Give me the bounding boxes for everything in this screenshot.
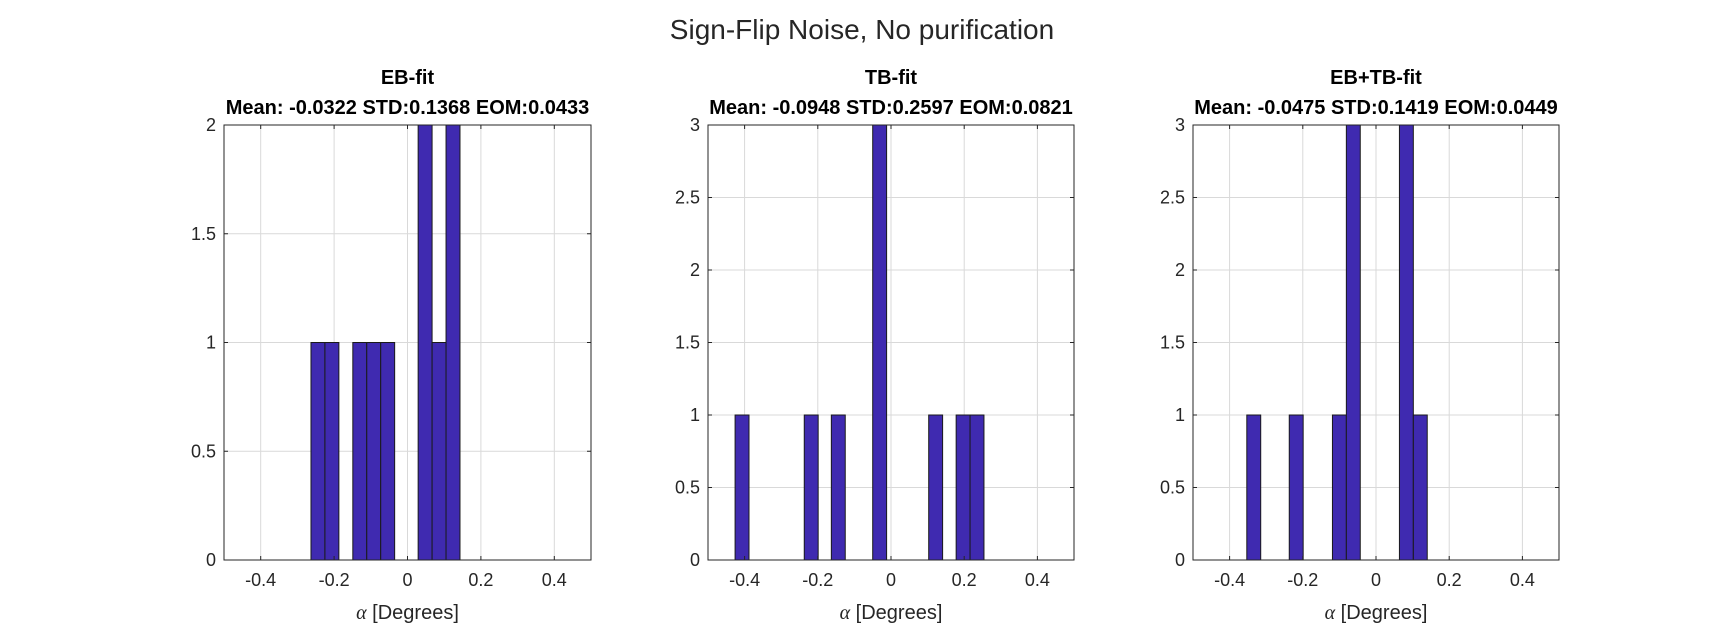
y-tick-label: 1.5 — [1160, 333, 1185, 353]
x-axis-label: α [Degrees] — [840, 602, 943, 624]
x-tick-label: 0.2 — [468, 570, 493, 590]
histogram-bar-eb-tb-fit-0 — [1246, 414, 1262, 561]
x-tick-label: 0.4 — [1510, 570, 1535, 590]
histogram-bar-eb-tb-fit-3 — [1345, 124, 1361, 561]
y-tick-label: 0.5 — [191, 441, 216, 461]
y-tick-label: 1.5 — [191, 224, 216, 244]
histogram-bar-eb-fit-0 — [310, 342, 326, 561]
x-tick-label: 0 — [402, 570, 412, 590]
x-tick-label: 0.2 — [1437, 570, 1462, 590]
y-tick-label: 2 — [1175, 260, 1185, 280]
histogram-bar-eb-fit-4 — [380, 342, 396, 561]
subplot-tb-fit: -0.4 -0.2 0 0.2 0.4 0 0.5 1 1.5 2 2.5 3 TB-fit Mean: … — [675, 67, 1075, 624]
histogram-bar-eb-fit-5 — [417, 124, 433, 561]
y-tick-label: 1 — [206, 333, 216, 353]
x-axis-label: α [Degrees] — [1325, 602, 1428, 624]
histogram-bar-eb-tb-fit-2 — [1331, 414, 1347, 561]
x-tick-label: 0 — [1371, 570, 1381, 590]
y-tick-label: 0.5 — [1160, 478, 1185, 498]
y-tick-label: 3 — [690, 115, 700, 135]
y-tick-label: 0 — [1175, 550, 1185, 570]
subplot-title: EB-fit — [381, 67, 435, 89]
x-tick-label: -0.2 — [1287, 570, 1318, 590]
histogram-bar-eb-fit-1 — [324, 342, 340, 561]
x-tick-label: 0.4 — [542, 570, 567, 590]
histogram-bar-eb-tb-fit-4 — [1398, 124, 1414, 561]
x-tick-label: -0.2 — [319, 570, 350, 590]
y-tick-label: 1 — [1175, 405, 1185, 425]
subplot-eb-fit: -0.4 -0.2 0 0.2 0.4 0 0.5 1 1.5 2 EB-fit Mean: -0.0… — [191, 67, 592, 624]
subplot-title: EB+TB-fit — [1330, 67, 1422, 89]
histogram-bar-tb-fit-0 — [734, 414, 750, 561]
histogram-bar-eb-fit-2 — [352, 342, 368, 561]
y-tick-label: 0.5 — [675, 478, 700, 498]
figure-title: Sign-Flip Noise, No purification — [670, 14, 1054, 45]
subplot-stats: Mean: -0.0948 STD:0.2597 EOM:0.0821 — [709, 97, 1073, 119]
histogram-bar-tb-fit-4 — [928, 414, 944, 561]
histogram-bar-tb-fit-2 — [830, 414, 846, 561]
x-tick-label: 0.2 — [952, 570, 977, 590]
histogram-bar-eb-tb-fit-1 — [1288, 414, 1304, 561]
x-tick-label: -0.4 — [245, 570, 276, 590]
y-tick-label: 3 — [1175, 115, 1185, 135]
histogram-bar-tb-fit-3 — [872, 124, 888, 561]
x-tick-label: -0.2 — [802, 570, 833, 590]
x-tick-label: 0.4 — [1025, 570, 1050, 590]
histogram-bar-tb-fit-6 — [969, 414, 985, 561]
subplot-stats: Mean: -0.0322 STD:0.1368 EOM:0.0433 — [226, 97, 590, 119]
histogram-bar-eb-fit-6 — [431, 342, 447, 561]
y-tick-label: 2 — [206, 115, 216, 135]
histogram-bar-eb-fit-7 — [445, 124, 461, 561]
y-tick-label: 1 — [690, 405, 700, 425]
y-tick-label: 2.5 — [675, 188, 700, 208]
x-axis-label: α [Degrees] — [356, 602, 459, 624]
subplot-eb-tb-fit: -0.4 -0.2 0 0.2 0.4 0 0.5 1 1.5 2 2.5 3 EB+TB-fit Mea… — [1160, 67, 1560, 624]
histogram-bar-tb-fit-1 — [803, 414, 819, 561]
y-tick-label: 0 — [206, 550, 216, 570]
x-tick-label: -0.4 — [1214, 570, 1245, 590]
subplot-stats: Mean: -0.0475 STD:0.1419 EOM:0.0449 — [1194, 97, 1558, 119]
histogram-bar-eb-tb-fit-5 — [1412, 414, 1428, 561]
y-tick-label: 1.5 — [675, 333, 700, 353]
histogram-bar-tb-fit-5 — [955, 414, 971, 561]
histogram-bar-eb-fit-3 — [366, 342, 382, 561]
y-tick-label: 2.5 — [1160, 188, 1185, 208]
y-tick-label: 2 — [690, 260, 700, 280]
subplot-title: TB-fit — [865, 67, 918, 89]
y-tick-label: 0 — [690, 550, 700, 570]
x-tick-label: 0 — [886, 570, 896, 590]
x-tick-label: -0.4 — [729, 570, 760, 590]
